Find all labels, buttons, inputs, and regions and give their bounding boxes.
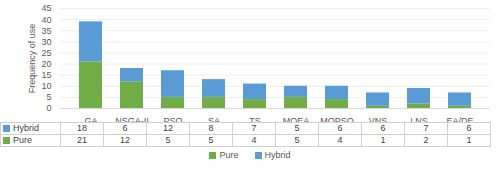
html-text:4: 4 xyxy=(337,135,343,145)
html-text:5: 5 xyxy=(294,135,300,145)
svg-text:35: 35 xyxy=(41,26,51,36)
html-text:Hybrid: Hybrid xyxy=(13,123,39,133)
html-text:Pure: Pure xyxy=(219,150,239,160)
svg-text:20: 20 xyxy=(41,59,51,69)
html-text:5: 5 xyxy=(208,135,214,145)
svg-text:EA/DE: EA/DE xyxy=(446,116,473,122)
html-text:6: 6 xyxy=(380,123,386,133)
svg-text:10: 10 xyxy=(41,81,51,91)
html-text:5: 5 xyxy=(165,135,171,145)
svg-text:SA: SA xyxy=(208,116,220,122)
html-text:1: 1 xyxy=(466,135,472,145)
svg-text:LNS: LNS xyxy=(410,116,428,122)
svg-text:0: 0 xyxy=(46,103,51,113)
html-text:18: 18 xyxy=(77,123,87,133)
svg-text:TS: TS xyxy=(249,116,261,122)
svg-text:MOPSO: MOPSO xyxy=(320,116,354,122)
html-text:12: 12 xyxy=(120,135,130,145)
html-text:2: 2 xyxy=(423,135,429,145)
svg-text:5: 5 xyxy=(46,92,51,102)
svg-text:45: 45 xyxy=(41,3,51,13)
svg-text:MOEA: MOEA xyxy=(283,116,310,122)
html-text:7: 7 xyxy=(251,123,257,133)
html-text:6: 6 xyxy=(466,123,472,133)
html-text:12: 12 xyxy=(163,123,173,133)
html-text:4: 4 xyxy=(251,135,257,145)
svg-text:PSO: PSO xyxy=(163,116,182,122)
html-text:21: 21 xyxy=(77,135,87,145)
svg-text:15: 15 xyxy=(41,70,51,80)
svg-text:40: 40 xyxy=(41,14,51,24)
html-text:Hybrid: Hybrid xyxy=(264,150,291,160)
html-text:1: 1 xyxy=(380,135,386,145)
svg-text:VNS: VNS xyxy=(369,116,388,122)
svg-text:30: 30 xyxy=(41,37,51,47)
svg-text:Frequency of use: Frequency of use xyxy=(27,24,37,94)
html-text:7: 7 xyxy=(423,123,429,133)
html-text:6: 6 xyxy=(122,123,128,133)
svg-text:GA: GA xyxy=(84,116,97,122)
html-text:8: 8 xyxy=(208,123,214,133)
svg-text:25: 25 xyxy=(41,48,51,58)
html-text:5: 5 xyxy=(294,123,300,133)
html-text:6: 6 xyxy=(337,123,343,133)
html-text:Pure: Pure xyxy=(13,135,32,145)
svg-text:NSGA-II: NSGA-II xyxy=(115,116,149,122)
